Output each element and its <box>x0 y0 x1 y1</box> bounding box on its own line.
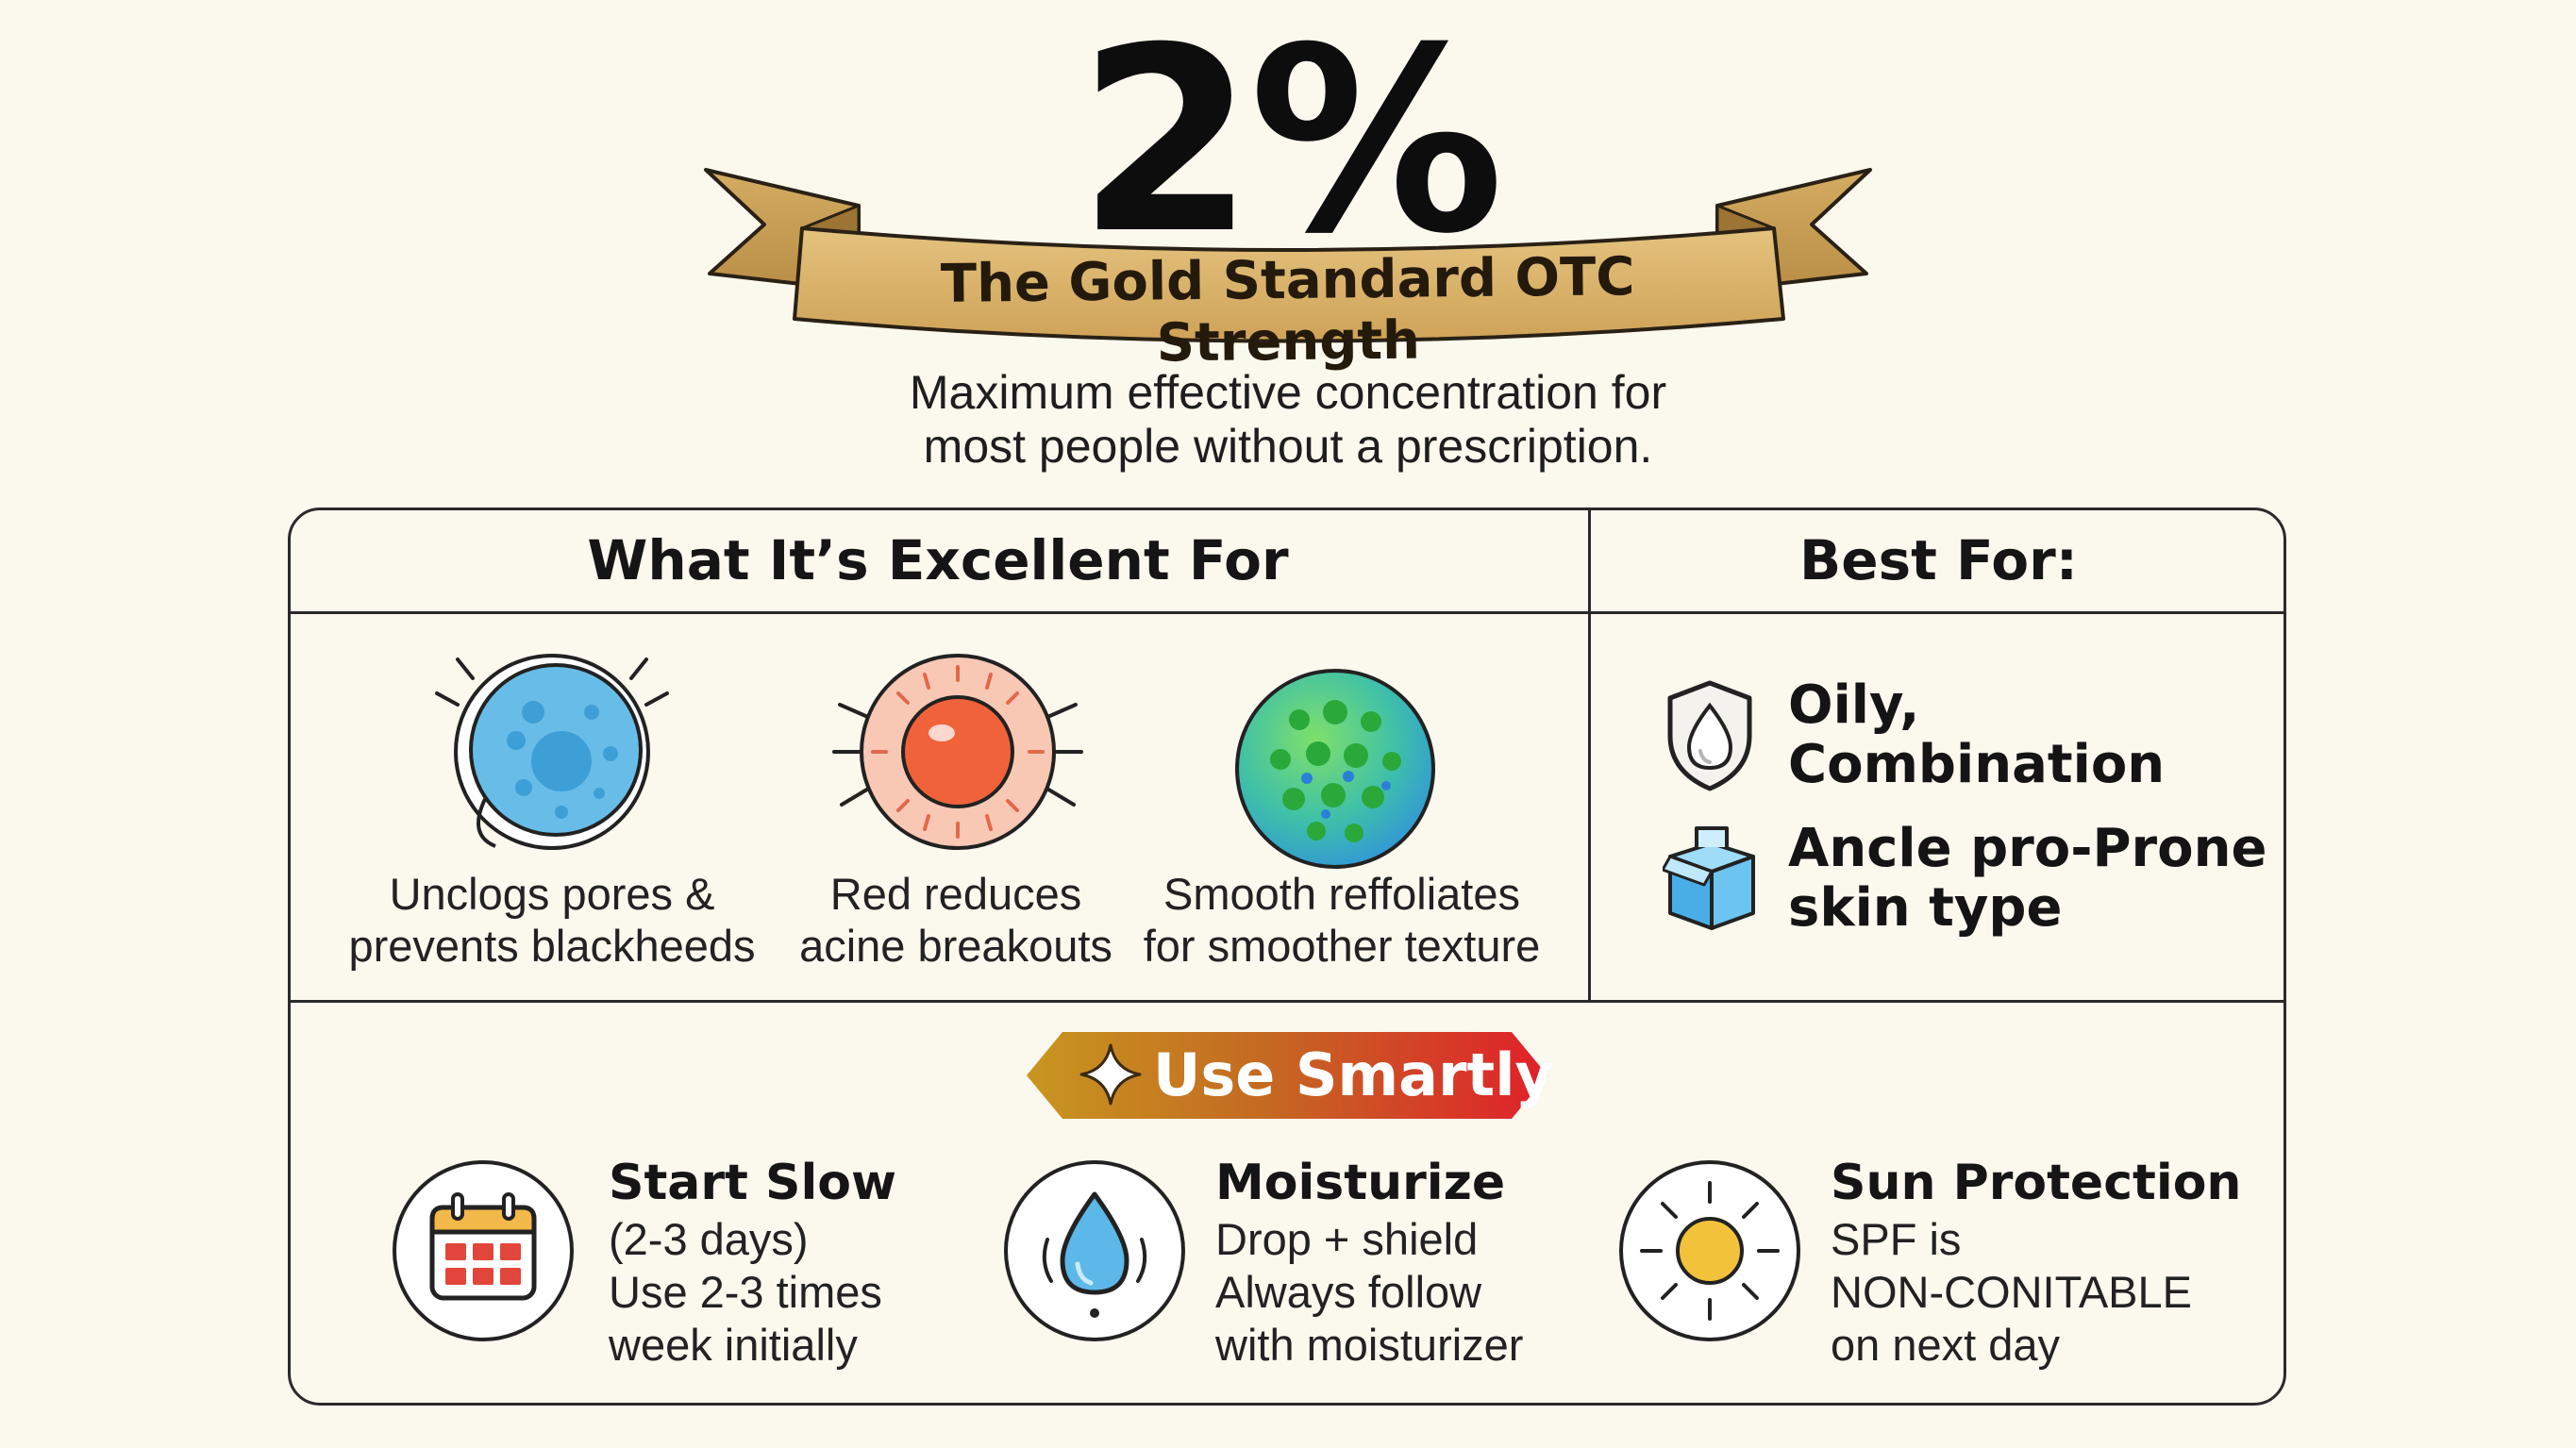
best-for-prone-line1: Ancle pro-Prone <box>1788 818 2267 879</box>
tip-sun-protection-title: Sun Protection <box>1831 1155 2242 1211</box>
water-drop-icon <box>1004 1160 1185 1341</box>
middle-divider <box>288 1000 2286 1003</box>
tip-moisturize-line3: with moisturizer <box>1215 1320 1524 1370</box>
sparkle-icon <box>1079 1043 1142 1106</box>
tip-moisturize-title: Moisturize <box>1215 1155 1506 1211</box>
column-divider <box>1588 508 1591 1002</box>
tip-sun-protection: Sun Protection SPF is NON-CONITABLE on n… <box>1831 1153 2241 1372</box>
tip-sun-protection-line1: SPF is <box>1831 1214 1962 1264</box>
pore-cell-icon <box>435 654 669 850</box>
tip-moisturize-line2: Always follow <box>1215 1267 1482 1317</box>
subtitle-line-1: Maximum effective concentration for <box>909 366 1667 419</box>
best-for-prone: Ancle pro-Prone skin type <box>1788 819 2267 938</box>
inflamed-spot-icon <box>832 654 1083 850</box>
best-for-oily: Oily, Combination <box>1788 675 2165 794</box>
ribbon-text: The Gold Standard OTC Strength <box>940 246 1635 374</box>
info-card <box>288 508 2286 1406</box>
subtitle-line-2: most people without a prescription. <box>923 420 1653 473</box>
benefit-smooth: Smooth reffoliates for smoother texture <box>1125 868 1559 972</box>
benefit-unclogs-line1: Unclogs pores & <box>389 869 715 919</box>
tip-start-slow-line2: Use 2-3 times <box>609 1267 882 1317</box>
best-for-title: Best For: <box>1799 528 2078 592</box>
use-smartly-badge <box>1027 1032 1547 1119</box>
tip-moisturize-line1: Drop + shield <box>1215 1214 1479 1264</box>
benefit-smooth-line1: Smooth reffoliates <box>1163 869 1520 919</box>
tip-sun-protection-line3: on next day <box>1831 1320 2061 1370</box>
benefit-reduces-line1: Red reduces <box>829 869 1082 919</box>
benefit-reduces: Red reduces acine breakouts <box>739 868 1173 972</box>
tip-start-slow-line1: (2-3 days) <box>609 1214 809 1264</box>
calendar-icon <box>393 1160 574 1341</box>
texture-sphere-icon <box>1235 669 1435 869</box>
sun-icon <box>1619 1160 1800 1341</box>
tip-sun-protection-line2: NON-CONITABLE <box>1831 1267 2192 1317</box>
best-for-oily-line2: Combination <box>1788 734 2166 795</box>
tip-start-slow: Start Slow (2-3 days) Use 2-3 times week… <box>609 1153 896 1372</box>
best-for-oily-line1: Oily, <box>1788 674 1920 736</box>
best-for-prone-line2: skin type <box>1788 877 2063 939</box>
benefit-reduces-line2: acine breakouts <box>799 921 1112 971</box>
shield-drop-icon <box>1667 680 1752 791</box>
benefit-unclogs: Unclogs pores & prevents blackheeds <box>335 868 769 972</box>
tip-start-slow-line3: week initially <box>609 1320 858 1370</box>
excellent-for-title: What It’s Excellent For <box>587 528 1289 592</box>
benefit-unclogs-line2: prevents blackheeds <box>348 921 756 971</box>
headline-percent: 2% <box>1077 0 1504 290</box>
tip-start-slow-title: Start Slow <box>609 1155 897 1211</box>
use-smartly-label: Use Smartly <box>1153 1040 1553 1109</box>
benefit-smooth-line2: for smoother texture <box>1143 921 1541 971</box>
box-icon <box>1663 826 1755 930</box>
gold-ribbon-banner <box>704 168 1872 343</box>
tip-moisturize: Moisturize Drop + shield Always follow w… <box>1215 1153 1523 1372</box>
header-divider <box>288 611 2286 614</box>
